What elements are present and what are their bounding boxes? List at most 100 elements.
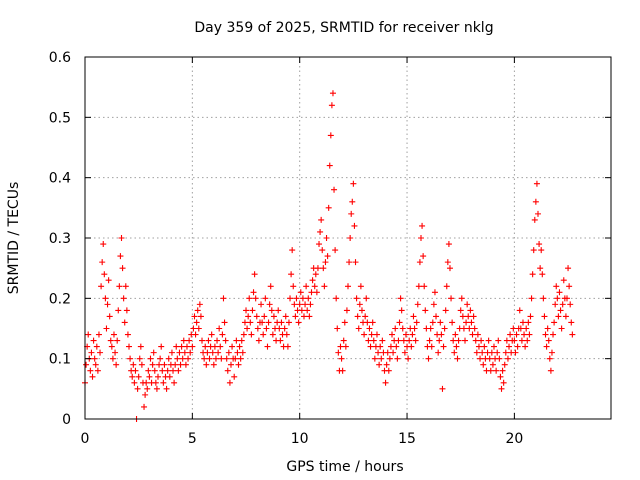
data-point [95, 331, 102, 338]
data-point [192, 331, 199, 338]
data-point [289, 247, 296, 254]
data-point [91, 355, 98, 362]
data-point [298, 307, 305, 314]
data-point [246, 295, 253, 302]
data-point [502, 349, 509, 356]
data-point [97, 349, 104, 356]
data-point [191, 313, 198, 320]
data-point [385, 367, 392, 374]
data-point [102, 295, 109, 302]
data-point [281, 325, 288, 332]
data-point [195, 325, 202, 332]
data-point [531, 216, 538, 223]
data-point [418, 235, 424, 241]
data-point [438, 331, 445, 338]
data-point [402, 331, 409, 338]
x-axis-label: GPS time / hours [286, 459, 403, 475]
data-point [406, 337, 413, 344]
data-point [395, 337, 402, 344]
data-point [533, 180, 540, 187]
data-point [470, 313, 477, 320]
x-tick-label: 15 [398, 431, 416, 447]
data-point [100, 241, 107, 248]
data-point [541, 313, 548, 320]
y-axis-label: SRMTID / TECUs [6, 182, 22, 295]
data-point [88, 349, 95, 356]
data-point [214, 337, 221, 344]
data-point [103, 325, 110, 332]
data-point [556, 289, 563, 296]
data-point [127, 355, 134, 362]
data-point [326, 162, 333, 169]
data-point [269, 331, 276, 338]
data-point [115, 307, 122, 314]
data-point [524, 337, 531, 344]
data-point [567, 301, 574, 308]
data-point [468, 319, 475, 326]
y-tick-label: 0 [62, 412, 71, 428]
data-point [304, 307, 311, 314]
axis-ticks: 0 0.1 0.2 0.3 0.4 0.5 0.6 0 5 10 15 20 [49, 50, 611, 447]
data-point [151, 367, 158, 374]
data-point [303, 283, 310, 290]
data-point [506, 343, 513, 350]
data-point [129, 373, 136, 380]
data-point [83, 361, 90, 368]
data-point [569, 331, 576, 338]
data-point [475, 343, 482, 350]
data-point [523, 325, 530, 332]
data-point [295, 319, 302, 326]
data-point [334, 325, 341, 332]
data-point [227, 361, 234, 368]
data-point [265, 319, 272, 326]
data-point [212, 355, 219, 362]
data-point [161, 361, 168, 368]
data-point [387, 343, 394, 350]
data-point [155, 373, 161, 380]
data-point [217, 343, 224, 350]
data-point [455, 337, 462, 344]
data-point [164, 367, 171, 374]
data-point [165, 355, 172, 362]
data-point [480, 361, 487, 368]
data-point [464, 301, 471, 308]
data-point [288, 271, 295, 278]
data-point [323, 235, 330, 241]
data-point [282, 313, 289, 320]
data-point [238, 337, 245, 344]
data-point [514, 343, 521, 350]
data-point [489, 361, 496, 368]
data-point [233, 337, 240, 344]
data-point [223, 355, 230, 362]
data-point [414, 301, 421, 308]
data-point [225, 349, 232, 356]
data-point [425, 355, 432, 362]
data-point [87, 367, 94, 374]
data-point [245, 313, 252, 320]
data-point [215, 349, 222, 356]
data-point [412, 337, 419, 344]
data-point [350, 180, 357, 187]
data-point [546, 355, 553, 362]
data-point [535, 210, 541, 217]
data-point [187, 349, 194, 356]
data-point [284, 343, 291, 350]
data-point [109, 355, 116, 362]
data-point [254, 325, 261, 332]
data-point [519, 319, 526, 326]
data-point [347, 235, 354, 241]
data-point [511, 337, 518, 344]
data-point [124, 331, 131, 338]
data-point [299, 295, 306, 302]
data-point [130, 361, 137, 368]
data-point [186, 337, 193, 344]
data-point [411, 325, 418, 332]
data-point [410, 313, 417, 320]
data-point [337, 343, 344, 350]
data-point [348, 210, 355, 217]
data-point [493, 367, 500, 374]
data-point [144, 385, 151, 392]
data-point [429, 319, 436, 326]
data-point [172, 361, 179, 368]
